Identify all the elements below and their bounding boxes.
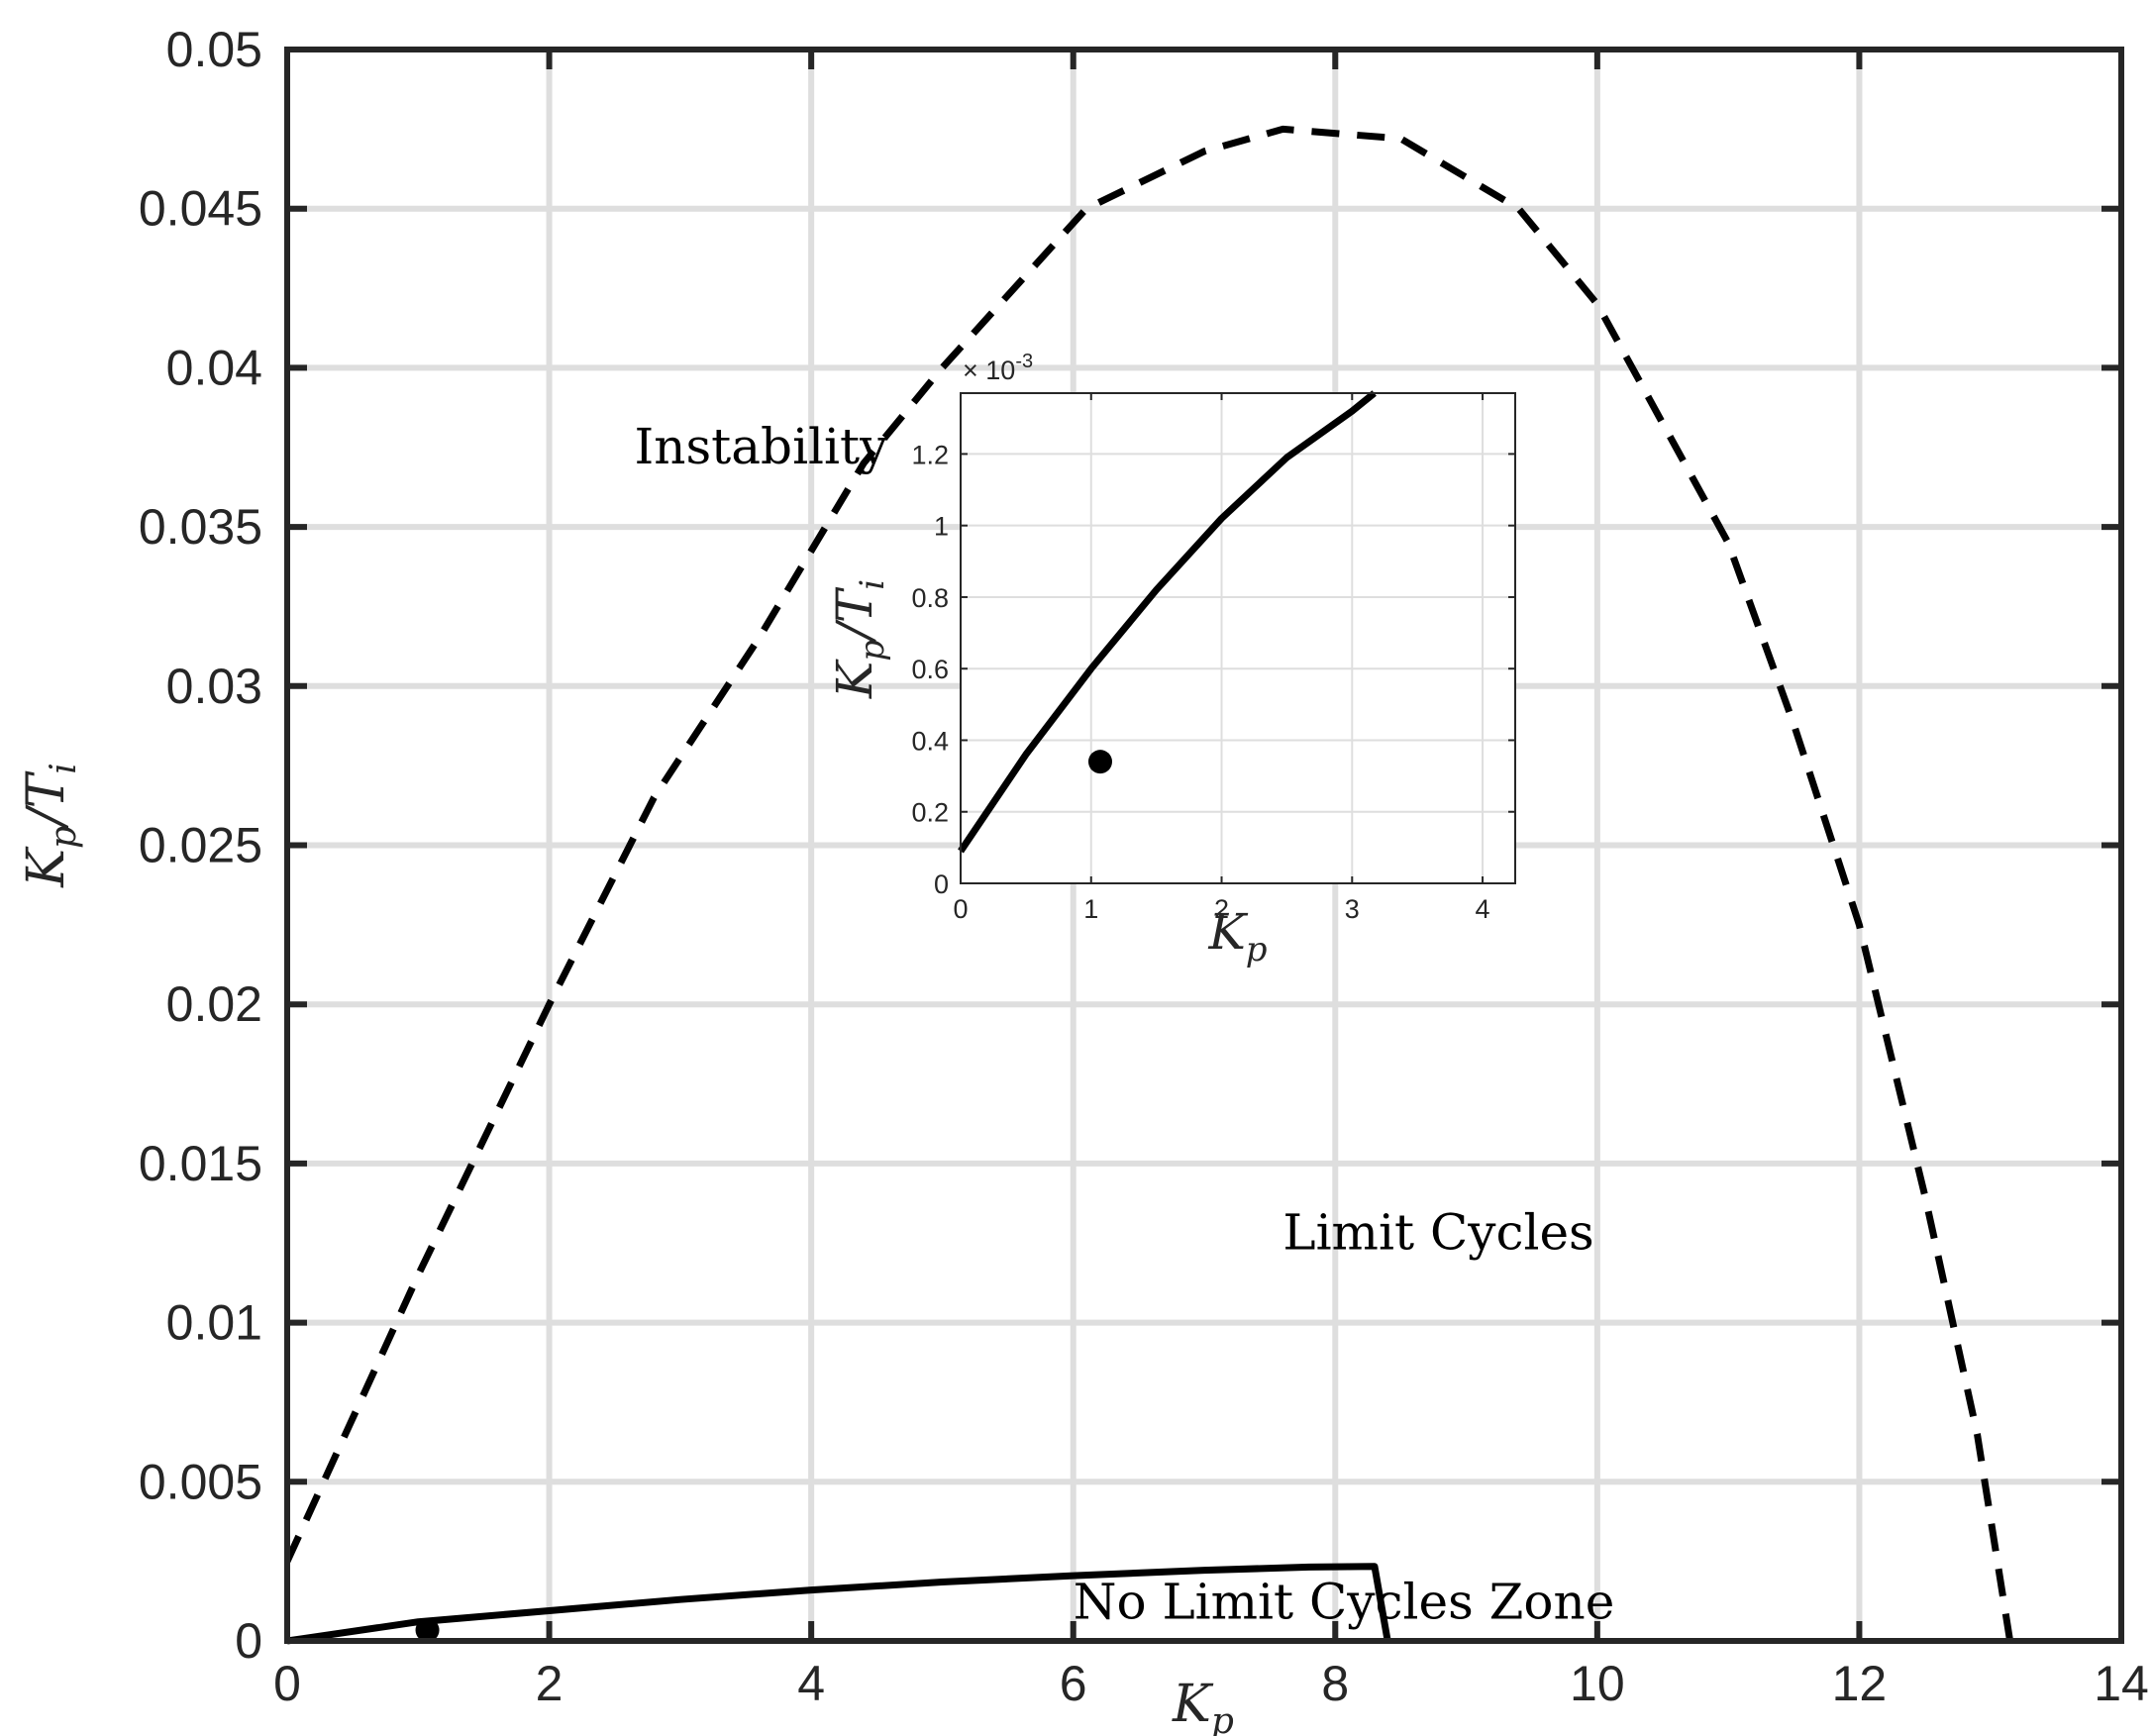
inset-y-tick-label: 0.4 [911,726,949,756]
inset-y-scale-label: × 10-3 [963,351,1033,385]
main-y-tick-label: 0.015 [139,1136,262,1191]
main-y-tick-label: 0.04 [166,340,262,395]
main-stability-boundary-line [283,125,2014,1642]
inset-x-axis-label: Kp [1207,903,1267,970]
main-annotations: Instability Limit Cycles No Limit Cycles Z… [635,418,1615,1631]
main-operating-point-marker [415,1618,440,1643]
main-y-tick-label: 0.045 [139,181,262,237]
main-y-tick-label: 0 [235,1613,262,1669]
main-plot: 0 2 4 6 8 10 12 1400.0050.010.0150.020.0250.030… [17,22,2149,1736]
main-series [283,125,2014,1645]
main-x-tick-label: 14 [2094,1656,2149,1711]
inset-x-tick-label: 1 [1083,894,1098,924]
inset-y-tick-label: 0.6 [911,655,949,684]
region-annotation: Limit Cycles [1282,1204,1593,1262]
inset-x-tick-label: 3 [1345,894,1360,924]
main-x-tick-label: 12 [1832,1656,1888,1711]
inset-x-tick-label: 4 [1476,894,1490,924]
main-y-tick-label: 0.05 [166,22,262,77]
inset-y-tick-label: 0.2 [911,798,949,828]
inset-x-tick-label: 0 [953,894,968,924]
region-annotation: No Limit Cycles Zone [1074,1574,1615,1631]
region-annotation: Instability [635,418,889,475]
main-y-tick-label: 0.01 [166,1295,262,1351]
main-x-tick-label: 8 [1321,1656,1349,1711]
inset-y-tick-label: 1.2 [911,440,949,469]
x-axis-label: Kp [1172,1675,1234,1736]
inset-plot: 0 1 2 3 4 0 0.2 0.4 0.6 0.8 1 1.2 × 10-3 Kp Kp/Ti [826,351,1516,970]
inset-limit-cycle-boundary-line [958,390,1377,854]
inset-operating-point-marker [1087,750,1112,774]
inset-background [961,393,1515,883]
main-x-tick-label: 4 [797,1656,825,1711]
inset-y-tick-label: 1 [934,512,949,542]
main-x-tick-label: 10 [1570,1656,1625,1711]
main-y-tick-label: 0.005 [139,1454,262,1509]
main-x-tick-label: 0 [273,1656,301,1711]
inset-x-tick-label: 2 [1214,894,1229,924]
inset-plot-frame [960,392,1516,884]
main-y-tick-label: 0.025 [139,818,262,873]
main-limit-cycle-boundary-line [286,1563,1391,1645]
inset-y-tick-label: 0.8 [911,583,949,613]
main-y-tick-label: 0.02 [166,976,262,1032]
main-y-tick-label: 0.035 [139,499,262,555]
main-y-tick-label: 0.03 [166,659,262,714]
main-x-tick-label: 6 [1060,1656,1087,1711]
y-axis-label: Kp/Ti [17,763,84,888]
main-x-tick-label: 2 [536,1656,564,1711]
inset-axis-ticks: 0 1 2 3 4 0 0.2 0.4 0.6 0.8 1 1.2 [911,393,1515,924]
main-axis-ticks: 0 2 4 6 8 10 12 1400.0050.010.0150.020.0250.030… [139,22,2149,1711]
inset-y-tick-label: 0 [934,869,949,899]
inset-y-axis-label: Kp/Ti [826,579,892,699]
inset-series [958,390,1377,854]
